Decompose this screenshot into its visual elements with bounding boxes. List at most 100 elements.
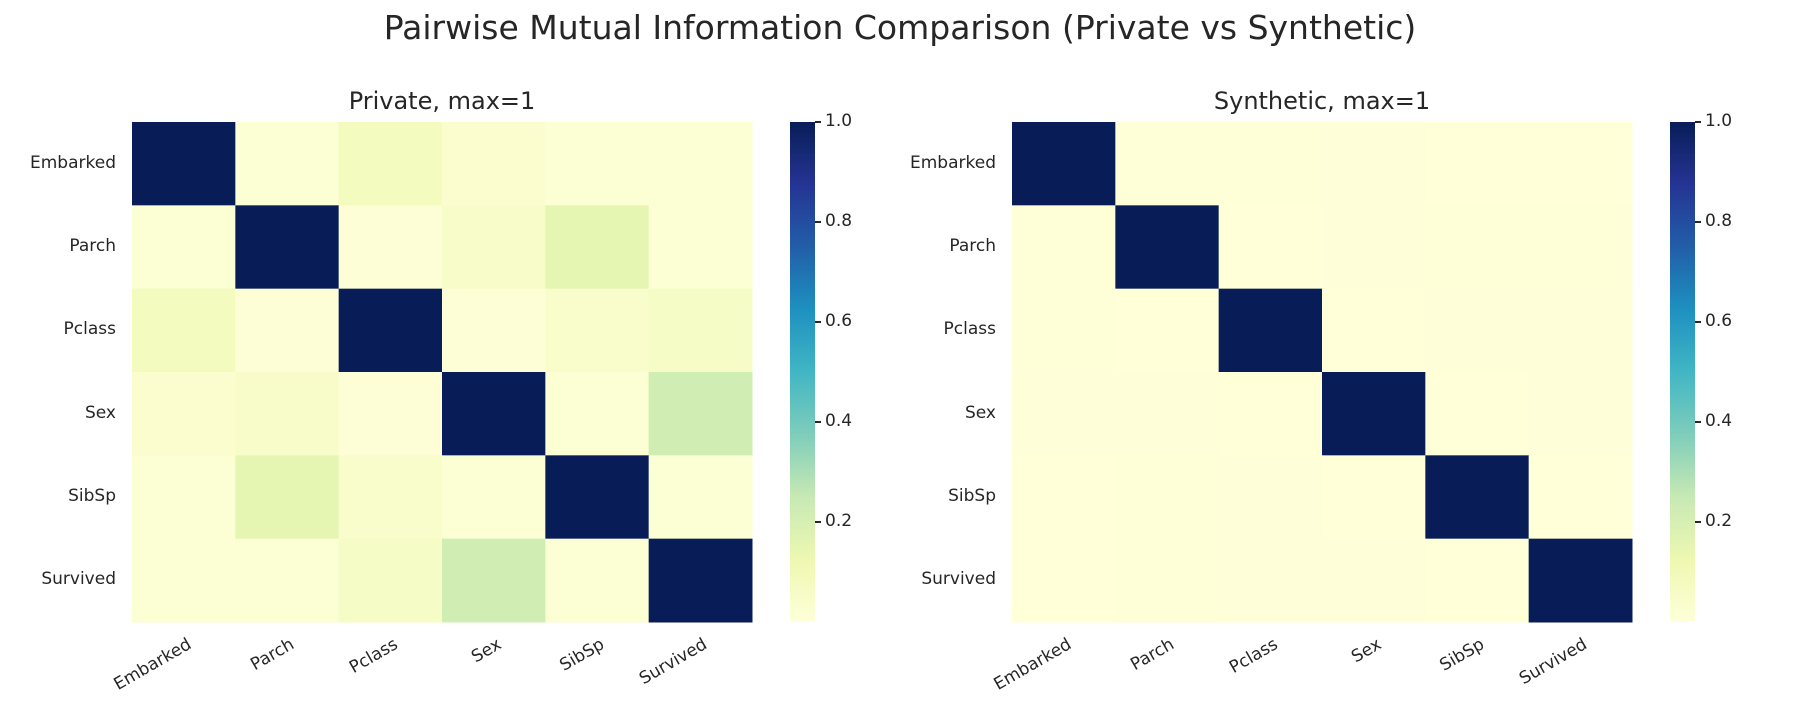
synthetic-colorbar-tick-label: 0.2	[1705, 511, 1733, 531]
synthetic-cell-pclass-sibsp	[1425, 288, 1530, 373]
private-cell-embarked-sex	[442, 122, 546, 206]
synthetic-cell-pclass-pclass	[1218, 288, 1323, 373]
synthetic-cell-pclass-sex	[1322, 288, 1426, 373]
synthetic-colorbar-tick-label: 0.8	[1705, 211, 1733, 231]
private-cell-sex-parch	[235, 372, 340, 456]
private-row-label: Sex	[84, 402, 116, 423]
private-cell-parch-survived	[648, 205, 753, 290]
synthetic-cell-sex-survived	[1528, 372, 1633, 456]
synthetic-colorbar-tick-mark	[1695, 321, 1701, 323]
synthetic-row-label: Sex	[964, 402, 996, 423]
synthetic-colorbar-tick-mark	[1695, 421, 1701, 423]
synthetic-colorbar-tick-mark	[1695, 121, 1701, 123]
synthetic-colorbar	[1670, 122, 1695, 622]
private-cell-survived-sibsp	[545, 538, 650, 623]
synthetic-cell-sibsp-embarked	[1012, 455, 1116, 540]
private-cell-survived-embarked	[132, 538, 236, 623]
synthetic-cell-pclass-parch	[1115, 288, 1220, 373]
private-cell-embarked-embarked	[132, 122, 236, 206]
private-cell-pclass-sibsp	[545, 288, 650, 373]
synthetic-cell-embarked-parch	[1115, 122, 1220, 206]
private-panel-title: Private, max=1	[348, 87, 536, 115]
synthetic-cell-sex-parch	[1115, 372, 1220, 456]
synthetic-cell-sibsp-pclass	[1218, 455, 1323, 540]
private-colorbar	[790, 122, 815, 622]
synthetic-cell-parch-survived	[1528, 205, 1633, 290]
private-row-label: Survived	[41, 569, 116, 590]
private-cell-pclass-survived	[648, 288, 753, 373]
synthetic-cell-pclass-survived	[1528, 288, 1633, 373]
private-colorbar-tick-mark	[815, 421, 821, 423]
synthetic-colorbar-tick-label: 0.6	[1705, 311, 1733, 331]
synthetic-cell-sibsp-sibsp	[1425, 455, 1530, 540]
private-cell-sex-pclass	[338, 372, 443, 456]
private-cell-embarked-pclass	[338, 122, 443, 206]
private-colorbar-tick-label: 0.6	[825, 311, 853, 331]
synthetic-cell-sibsp-parch	[1115, 455, 1220, 540]
synthetic-cell-survived-parch	[1115, 538, 1220, 623]
private-cell-parch-pclass	[338, 205, 443, 290]
synthetic-colorbar-tick-label: 0.4	[1705, 411, 1733, 431]
private-cell-sibsp-survived	[648, 455, 753, 540]
private-cell-survived-parch	[235, 538, 340, 623]
figure-title: Pairwise Mutual Information Comparison (…	[383, 8, 1417, 47]
private-colorbar-tick-mark	[815, 221, 821, 223]
synthetic-colorbar-tick-mark	[1695, 521, 1701, 523]
synthetic-cell-sex-sibsp	[1425, 372, 1530, 456]
private-row-label: SibSp	[68, 486, 116, 506]
synthetic-cell-survived-embarked	[1012, 538, 1116, 623]
synthetic-row-label: Parch	[949, 236, 996, 256]
synthetic-cell-embarked-sibsp	[1425, 122, 1530, 206]
synthetic-panel-title: Synthetic, max=1	[1213, 87, 1431, 115]
private-cell-parch-embarked	[132, 205, 236, 290]
private-cell-sibsp-sex	[442, 455, 546, 540]
synthetic-row-label: SibSp	[948, 486, 996, 506]
private-cell-sibsp-pclass	[338, 455, 443, 540]
synthetic-cell-sex-sex	[1322, 372, 1426, 456]
synthetic-cell-pclass-embarked	[1012, 288, 1116, 373]
synthetic-row-label: Pclass	[943, 319, 996, 340]
synthetic-colorbar-tick-mark	[1695, 221, 1701, 223]
private-cell-survived-sex	[442, 538, 546, 623]
private-cell-sex-sex	[442, 372, 546, 456]
synthetic-row-label: Embarked	[910, 152, 996, 173]
private-cell-parch-sex	[442, 205, 546, 290]
private-cell-pclass-pclass	[338, 288, 443, 373]
private-colorbar-tick-mark	[815, 321, 821, 323]
private-cell-sex-sibsp	[545, 372, 650, 456]
synthetic-cell-parch-embarked	[1012, 205, 1116, 290]
synthetic-cell-parch-sex	[1322, 205, 1426, 290]
private-colorbar-tick-mark	[815, 121, 821, 123]
private-colorbar-tick-label: 0.2	[825, 511, 853, 531]
private-row-label: Pclass	[63, 319, 116, 340]
private-row-label: Parch	[69, 236, 116, 256]
private-cell-sex-embarked	[132, 372, 236, 456]
private-colorbar-tick-label: 0.8	[825, 211, 853, 231]
private-cell-parch-parch	[235, 205, 340, 290]
private-cell-pclass-embarked	[132, 288, 236, 373]
synthetic-cell-parch-sibsp	[1425, 205, 1530, 290]
private-colorbar-tick-mark	[815, 521, 821, 523]
private-cell-survived-pclass	[338, 538, 443, 623]
private-cell-embarked-sibsp	[545, 122, 650, 206]
private-cell-sibsp-parch	[235, 455, 340, 540]
private-colorbar-tick-label: 0.4	[825, 411, 853, 431]
synthetic-cell-sex-embarked	[1012, 372, 1116, 456]
private-cell-parch-sibsp	[545, 205, 650, 290]
synthetic-cell-embarked-sex	[1322, 122, 1426, 206]
private-cell-embarked-survived	[648, 122, 753, 206]
synthetic-cell-sibsp-sex	[1322, 455, 1426, 540]
private-cell-sibsp-sibsp	[545, 455, 650, 540]
synthetic-cell-survived-pclass	[1218, 538, 1323, 623]
private-cell-sibsp-embarked	[132, 455, 236, 540]
private-cell-pclass-parch	[235, 288, 340, 373]
synthetic-cell-survived-survived	[1528, 538, 1633, 623]
synthetic-cell-sex-pclass	[1218, 372, 1323, 456]
synthetic-cell-survived-sex	[1322, 538, 1426, 623]
synthetic-cell-parch-pclass	[1218, 205, 1323, 290]
synthetic-cell-embarked-pclass	[1218, 122, 1323, 206]
private-cell-embarked-parch	[235, 122, 340, 206]
synthetic-cell-survived-sibsp	[1425, 538, 1530, 623]
private-cell-sex-survived	[648, 372, 753, 456]
synthetic-colorbar-tick-label: 1.0	[1705, 111, 1733, 131]
